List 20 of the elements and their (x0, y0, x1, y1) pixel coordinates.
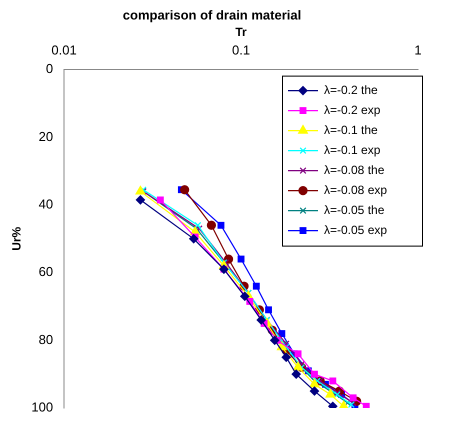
x-tick-label: 0.01 (51, 42, 77, 58)
legend-label: λ=-0.05 the (324, 202, 385, 217)
y-tick-label: 20 (38, 128, 54, 144)
legend-label: λ=-0.05 exp (324, 222, 388, 237)
y-tick-label: 80 (38, 332, 54, 347)
chart-title: comparison of drain material (122, 7, 302, 22)
x-tick-label: 0.1 (232, 42, 250, 58)
legend-label: λ=-0.1 the (324, 122, 378, 137)
x-axis-title: Tr (235, 25, 248, 40)
legend-label: λ=-0.2 the (324, 82, 378, 97)
y-axis-title: Ur% (10, 226, 24, 251)
y-tick-label: 40 (38, 196, 54, 212)
legend-label: λ=-0.08 exp (324, 182, 388, 197)
y-tick-label: 60 (38, 264, 54, 280)
legend-label: λ=-0.1 exp (324, 142, 381, 157)
legend-label: λ=-0.2 exp (324, 102, 381, 117)
x-tick-label: 1 (414, 42, 422, 58)
legend-label: λ=-0.08 the (324, 162, 385, 177)
y-tick-label: 100 (31, 400, 54, 415)
y-tick-label: 0 (46, 61, 54, 76)
